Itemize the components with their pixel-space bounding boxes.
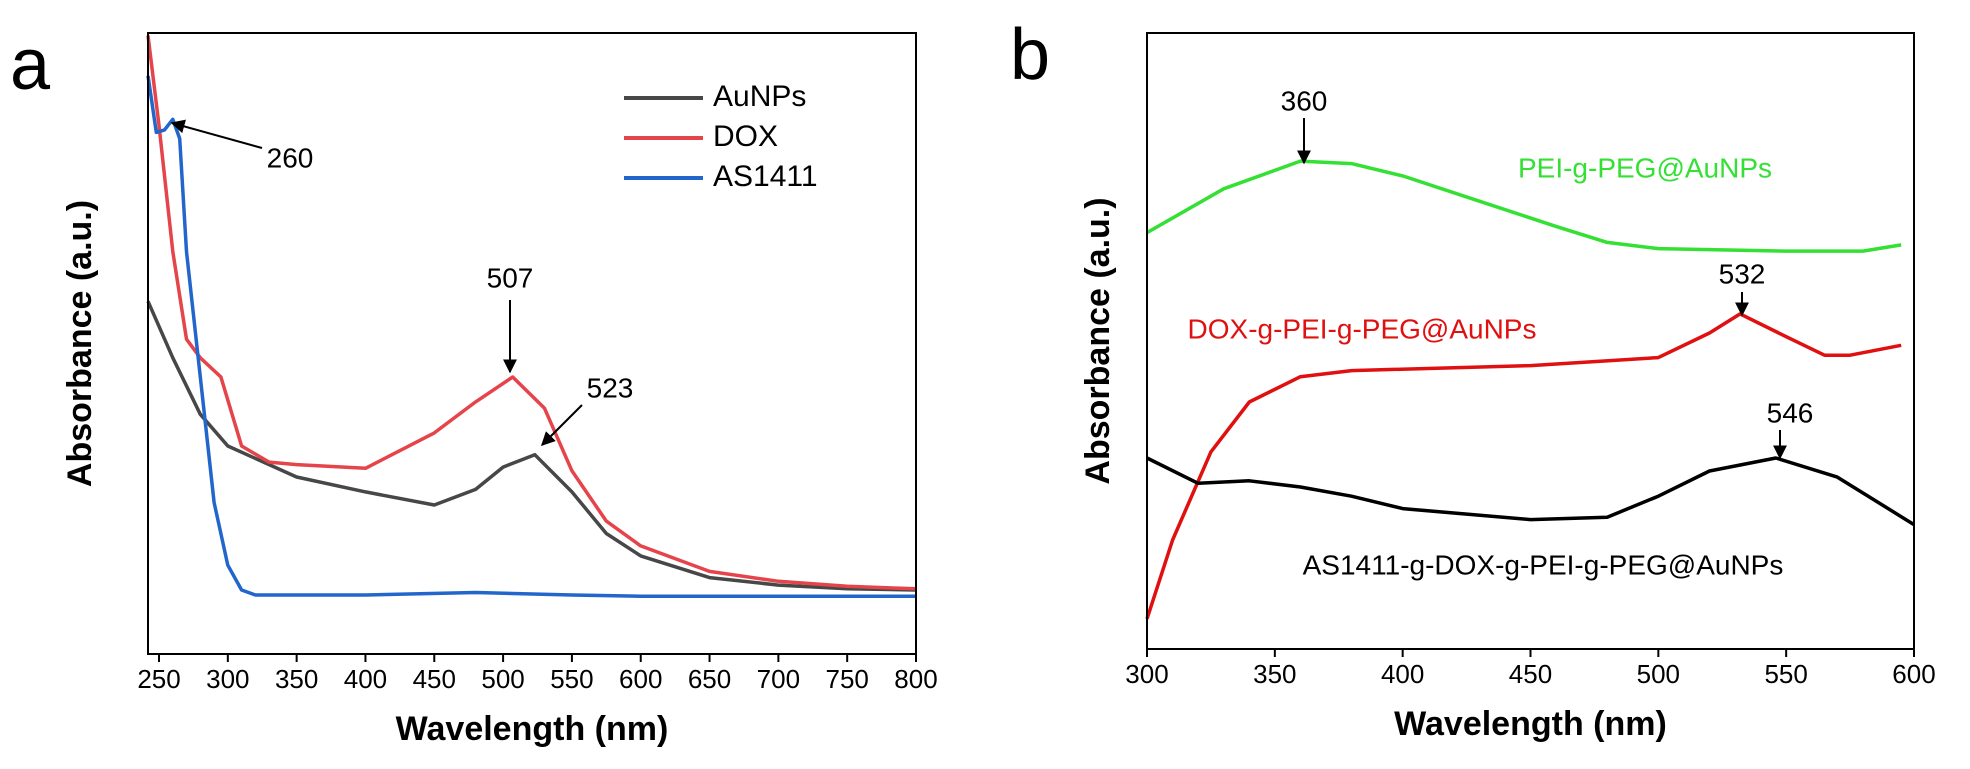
legend-label: DOX: [713, 120, 778, 153]
x-tick-label: 700: [757, 664, 800, 694]
annotation: 260: [267, 142, 314, 173]
legend-label: AuNPs: [713, 80, 806, 113]
annotation: 360: [1281, 85, 1328, 116]
x-tick-label: 750: [825, 664, 868, 694]
series-line: [146, 75, 916, 598]
annotation-arrow: [541, 404, 583, 446]
x-tick-label: 450: [413, 664, 456, 694]
x-tick-label: 500: [481, 664, 524, 694]
x-tick-label: 600: [619, 664, 662, 694]
series-label: AS1411-g-DOX-g-PEI-g-PEG@AuNPs: [1303, 549, 1784, 580]
annotation: 523: [587, 372, 634, 403]
series-line: [1146, 159, 1902, 253]
plot-frame: [147, 32, 917, 655]
series-label: PEI-g-PEG@AuNPs: [1518, 152, 1772, 183]
x-tick-label: 600: [1892, 659, 1935, 689]
series-line: [146, 35, 917, 591]
series-line: [1145, 312, 1902, 620]
annotation: 532: [1719, 258, 1766, 289]
x-tick-label: 350: [275, 664, 318, 694]
x-tick-label: 550: [1764, 659, 1807, 689]
series-line: [1146, 456, 1915, 527]
x-tick-label: 400: [344, 664, 387, 694]
x-tick-label: 650: [688, 664, 731, 694]
x-tick-label: 550: [550, 664, 593, 694]
y-axis-label: Absorbance (a.u.): [1079, 197, 1117, 484]
x-tick-label: 400: [1381, 659, 1424, 689]
annotation: 546: [1767, 397, 1814, 428]
panel-label: a: [10, 25, 51, 105]
x-tick-label: 300: [206, 664, 249, 694]
x-tick-label: 250: [137, 664, 180, 694]
legend-label: AS1411: [713, 160, 818, 193]
x-axis-label: Wavelength (nm): [396, 710, 669, 748]
x-axis-label: Wavelength (nm): [1394, 705, 1667, 743]
series-line: [146, 300, 917, 592]
x-tick-label: 800: [894, 664, 937, 694]
x-tick-label: 300: [1125, 659, 1168, 689]
panel-label: b: [1010, 15, 1050, 95]
annotation: 507: [487, 262, 534, 293]
annotation-arrow: [170, 119, 263, 149]
x-tick-label: 450: [1509, 659, 1552, 689]
series-label: DOX-g-PEI-g-PEG@AuNPs: [1188, 313, 1537, 344]
x-tick-label: 500: [1637, 659, 1680, 689]
y-axis-label: Absorbance (a.u.): [61, 200, 99, 487]
x-tick-label: 350: [1253, 659, 1296, 689]
